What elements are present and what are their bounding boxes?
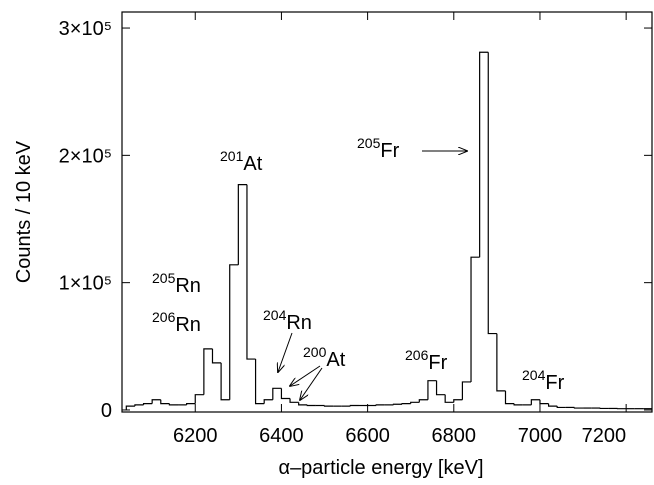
histogram-bin (246, 184, 256, 360)
histogram-bin (237, 184, 247, 265)
histogram-bin (168, 403, 179, 406)
x-tick-label: 6800 (432, 425, 477, 447)
histogram-bin (444, 394, 454, 403)
histogram-bin (470, 256, 480, 382)
x-tick-label: 7200 (582, 425, 627, 447)
histogram-bin (573, 407, 584, 409)
histogram-bin (401, 402, 411, 405)
annotation: 205Rn (152, 270, 201, 297)
histogram-bin (487, 52, 497, 335)
histogram-bin (513, 403, 523, 406)
arrow (278, 332, 293, 372)
histogram-bin (453, 399, 463, 403)
histogram (125, 51, 652, 410)
x-tick-label: 6600 (345, 425, 390, 447)
histogram-bin (263, 399, 273, 404)
y-tick-label: 2×10⁵ (59, 145, 112, 167)
x-tick-label: 6400 (259, 425, 304, 447)
x-tick-label: 6200 (173, 425, 218, 447)
histogram-bin (254, 359, 265, 405)
y-axis-label: Counts / 10 keV (13, 140, 35, 283)
histogram-bin (289, 398, 299, 403)
histogram-bin (410, 401, 420, 404)
histogram-bin (280, 388, 291, 400)
histogram-bin (375, 404, 385, 406)
annotation: 206Fr (405, 347, 448, 374)
histogram-bin (496, 333, 506, 392)
histogram-bin (349, 404, 359, 407)
annotations: 201At 205Fr 205Rn 206Rn 204Rn 200At 206F… (152, 135, 565, 394)
histogram-bin (323, 405, 334, 407)
annotation: 200At (303, 344, 346, 371)
histogram-bin (539, 399, 549, 405)
histogram-bin (418, 399, 428, 403)
histogram-bin (125, 405, 135, 410)
plot-frame (121, 11, 653, 413)
y-tick-label: 0 (101, 400, 112, 422)
histogram-bin (547, 403, 558, 407)
histogram-bin (151, 399, 161, 404)
annotation: 205Fr (357, 135, 400, 162)
histogram-bin (556, 406, 566, 409)
histogram-bin (160, 399, 170, 405)
histogram-bin (530, 399, 540, 405)
annotation: 206Rn (152, 309, 201, 336)
histogram-bin (504, 390, 515, 405)
histogram-bin (194, 394, 204, 404)
arrows (278, 151, 467, 400)
y-tick-label: 3×10⁵ (59, 18, 112, 40)
x-tick-label: 7000 (518, 425, 563, 447)
arrow (300, 367, 323, 400)
histogram-bin (461, 381, 472, 400)
histogram-bin (220, 362, 230, 401)
histogram-bin (392, 403, 403, 405)
histogram-bin (435, 380, 446, 396)
histogram-bin (479, 51, 489, 258)
histogram-bin (306, 404, 316, 407)
histogram-bin (142, 402, 153, 405)
histogram-bin (272, 387, 282, 400)
histogram-bin (211, 348, 222, 364)
x-axis-label: α–particle energy [keV] (279, 457, 484, 479)
histogram-bin (229, 264, 239, 400)
histogram-bin (203, 348, 213, 395)
histogram-bin (134, 404, 144, 407)
histogram-bin (298, 402, 308, 406)
arrow (290, 365, 321, 386)
annotation: 204Fr (522, 367, 565, 394)
annotation: 201At (220, 148, 263, 175)
annotation: 204Rn (263, 307, 312, 334)
histogram-bin (427, 380, 437, 400)
histogram-bin (186, 402, 196, 405)
y-tick-label: 1×10⁵ (59, 273, 112, 295)
